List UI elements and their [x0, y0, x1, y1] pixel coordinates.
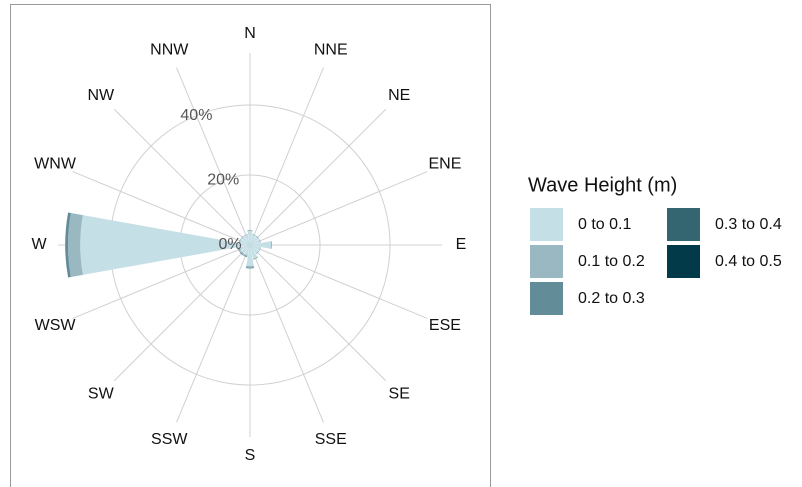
legend-swatch [530, 208, 563, 241]
wedge [252, 234, 257, 237]
legend-swatch [530, 245, 563, 278]
wedge [258, 247, 261, 252]
wedge [250, 245, 258, 259]
wedge [250, 241, 271, 249]
wedge [243, 253, 248, 257]
legend-label: 0.4 to 0.5 [715, 253, 782, 270]
legend-swatch [530, 282, 563, 315]
legend-title: Wave Height (m) [528, 174, 677, 196]
wedge [258, 238, 261, 243]
wedge [238, 247, 242, 252]
direction-label: WSW [35, 317, 77, 334]
wedge [270, 241, 273, 249]
wedge [244, 245, 250, 256]
spoke [176, 67, 251, 246]
wedge [246, 245, 254, 266]
direction-label: NNE [314, 41, 348, 58]
wedge [239, 239, 250, 245]
spoke [249, 108, 387, 246]
legend-label: 0 to 0.1 [578, 216, 631, 233]
wedge [239, 251, 244, 256]
wedge [243, 234, 248, 237]
spoke [72, 244, 251, 319]
y-tick-label: 40% [180, 107, 212, 124]
spoke [249, 67, 324, 246]
legend-label: 0.1 to 0.2 [578, 253, 645, 270]
spoke [249, 244, 387, 382]
wedge [240, 251, 244, 255]
wedge [246, 265, 254, 268]
direction-label: ENE [428, 155, 461, 172]
wedge [244, 234, 250, 245]
legend-label: 0.3 to 0.4 [715, 216, 782, 233]
wedge [250, 239, 261, 245]
wedge [243, 255, 248, 258]
spoke [113, 244, 251, 382]
wedge [241, 245, 250, 254]
direction-label: S [245, 447, 256, 464]
wedge [256, 235, 260, 239]
spoke [113, 108, 251, 246]
direction-label: NW [87, 87, 115, 104]
wedge [237, 247, 240, 252]
wedge [67, 213, 83, 277]
legend-label: 0.2 to 0.3 [578, 290, 645, 307]
direction-label: WNW [34, 155, 77, 172]
y-tick-label: 0% [218, 236, 241, 253]
direction-label: E [456, 236, 467, 253]
spoke [72, 171, 251, 246]
wedge [250, 245, 259, 254]
direction-label: SE [389, 385, 410, 402]
direction-label: NE [388, 87, 410, 104]
direction-label: NNW [150, 41, 189, 58]
wedge [250, 234, 256, 245]
direction-label: SSE [315, 431, 347, 448]
wedge [238, 238, 242, 243]
direction-label: N [244, 25, 256, 42]
spoke [249, 171, 428, 246]
spoke [249, 244, 428, 319]
wedge [80, 215, 250, 275]
wedge [250, 245, 261, 251]
wedge [65, 212, 71, 278]
wedge [247, 229, 253, 232]
wedge [256, 251, 260, 255]
legend-swatch [667, 208, 700, 241]
wedge [247, 231, 253, 245]
legend-swatch [667, 245, 700, 278]
direction-label: ESE [429, 317, 461, 334]
wedge [241, 236, 250, 245]
wedge [239, 245, 250, 251]
wedge [250, 236, 259, 245]
wedge [245, 267, 255, 269]
y-tick-label: 20% [207, 172, 239, 189]
direction-label: SW [88, 385, 115, 402]
wedge [240, 235, 244, 239]
wedge [253, 256, 259, 260]
spoke [249, 244, 324, 423]
direction-label: W [31, 236, 47, 253]
spoke [176, 244, 251, 423]
direction-label: SSW [151, 431, 188, 448]
panel-border [10, 4, 491, 487]
